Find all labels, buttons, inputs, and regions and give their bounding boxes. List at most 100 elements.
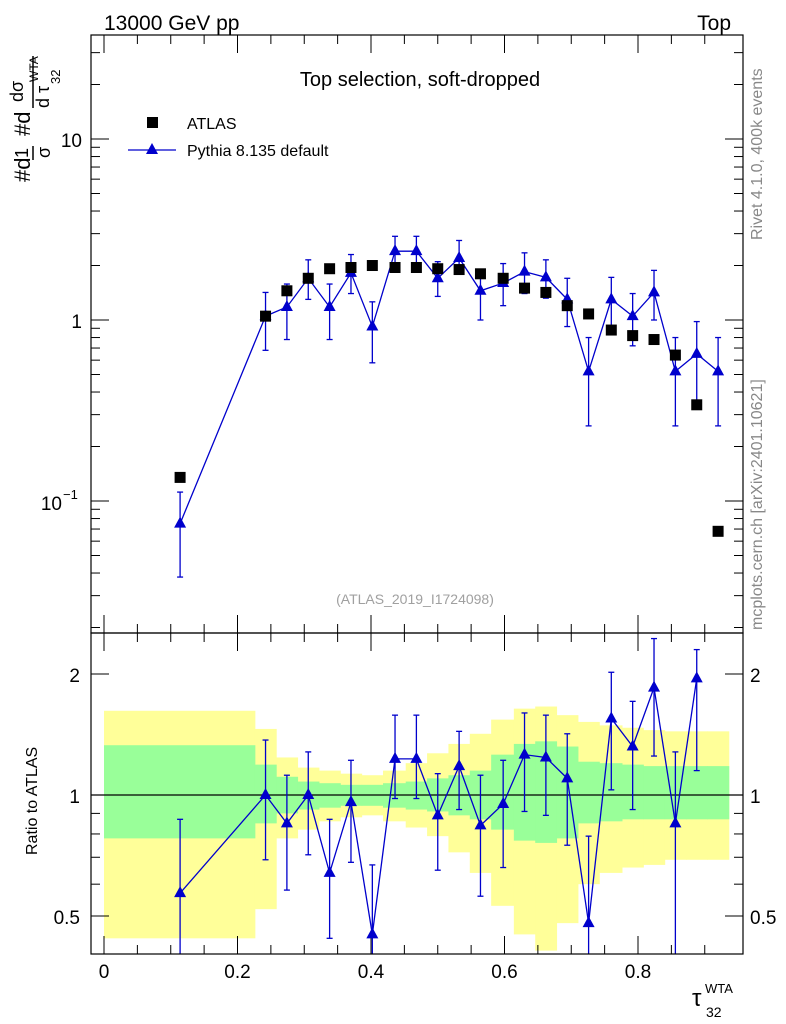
pythia-point xyxy=(323,299,336,311)
ylabel-dsigma: dσ xyxy=(7,81,27,102)
ratio-pythia-point xyxy=(669,816,682,828)
xtick-label: 0.6 xyxy=(491,962,517,983)
mcplots-url-label: mcplots.cern.ch [arXiv:2401.10621] xyxy=(749,379,766,630)
xtick-label: 0.8 xyxy=(625,962,651,983)
ylabel-sigma: σ xyxy=(34,147,54,158)
ylabel-d2: #d xyxy=(10,112,35,136)
ratio-ytick-label-2-left: 2 xyxy=(69,666,80,687)
atlas-point xyxy=(605,324,617,336)
ratio-ytick-labels: 2 1 0.5 2 1 0.5 xyxy=(54,666,777,929)
ratio-pythia-point xyxy=(259,788,272,799)
atlas-point xyxy=(324,263,336,275)
ratio-pythia-point xyxy=(561,771,574,783)
ratio-pythia-point xyxy=(174,886,187,898)
pythia-point xyxy=(431,271,444,283)
pythia-point xyxy=(669,364,682,376)
pythia-point xyxy=(690,346,703,358)
ytick-label-1: 1 xyxy=(71,312,82,333)
xlabel: τ WTA 32 xyxy=(692,981,733,1020)
ratio-pythia-point xyxy=(302,788,315,799)
ratio-pythia-point xyxy=(582,916,595,928)
atlas-point xyxy=(691,399,703,411)
ratio-pythia-point xyxy=(539,750,552,762)
main-ylabel: #d 1 σ #d dσ d τ WTA 32 xyxy=(7,56,63,182)
ratio-pythia-point xyxy=(280,816,293,828)
atlas-point xyxy=(712,525,724,537)
atlas-point xyxy=(669,349,681,361)
rivet-info-label: Rivet 4.1.0, 400k events xyxy=(749,68,766,240)
ratio-pythia-point xyxy=(453,759,466,771)
pythia-point xyxy=(539,270,552,282)
ratio-ylabel: Ratio to ATLAS xyxy=(24,747,41,855)
xlabel-tau: τ xyxy=(692,985,702,1012)
legend-atlas-label: ATLAS xyxy=(187,116,237,133)
atlas-point xyxy=(519,282,531,294)
ytick-label-10: 10 xyxy=(61,131,82,152)
xtick-label: 0.4 xyxy=(358,962,385,983)
main-title: Top selection, soft-dropped xyxy=(300,69,540,91)
legend-pythia-label: Pythia 8.135 default xyxy=(187,143,329,160)
ratio-ytick-label-0.5-right: 0.5 xyxy=(750,908,776,929)
atlas-point xyxy=(432,263,444,275)
main-series-layer xyxy=(174,235,725,578)
xtick-label: 0 xyxy=(99,962,110,983)
pythia-point xyxy=(410,244,423,256)
atlas-point xyxy=(453,264,465,276)
atlas-point xyxy=(583,308,595,320)
band-green xyxy=(577,761,600,824)
watermark: (ATLAS_2019_I1724098) xyxy=(336,591,494,607)
atlas-point xyxy=(410,262,422,274)
ratio-pythia-point xyxy=(344,795,357,807)
pythia-point xyxy=(474,283,487,295)
atlas-point xyxy=(260,310,272,322)
atlas-point xyxy=(345,262,357,274)
pythia-point xyxy=(366,319,379,331)
main-ytick-labels: 10 1 10 −1 xyxy=(41,131,82,515)
ratio-ytick-label-2-right: 2 xyxy=(750,666,761,687)
pythia-point xyxy=(453,251,466,263)
atlas-point xyxy=(281,285,293,297)
atlas-point xyxy=(366,260,378,272)
header-process-label: Top xyxy=(697,12,731,35)
ratio-pythia-line xyxy=(179,678,698,935)
main-axis-ticks xyxy=(91,35,743,633)
xtick-label: 0.2 xyxy=(224,962,250,983)
ratio-pythia-point xyxy=(389,751,402,763)
atlas-point xyxy=(561,300,573,312)
band-green xyxy=(707,766,730,820)
ratio-series-layer xyxy=(174,637,703,954)
legend: ATLAS Pythia 8.135 default xyxy=(128,116,329,160)
ylabel-one: 1 xyxy=(12,148,32,158)
xlabel-sub: 32 xyxy=(706,1004,722,1020)
atlas-point xyxy=(627,330,639,342)
xlabel-sup: WTA xyxy=(705,981,733,996)
ratio-pythia-point xyxy=(518,747,531,759)
ylabel-wta: WTA xyxy=(27,56,41,82)
legend-atlas-marker xyxy=(147,117,158,128)
band-green xyxy=(686,766,708,820)
pythia-point xyxy=(626,309,639,321)
atlas-point xyxy=(497,272,509,284)
pythia-line xyxy=(179,250,719,524)
legend-pythia-marker xyxy=(146,143,158,154)
ratio-ytick-label-0.5-left: 0.5 xyxy=(54,908,80,929)
ratio-pythia-point xyxy=(648,680,661,692)
header-energy-label: 13000 GeV pp xyxy=(104,12,239,35)
xtick-labels: 0 0.2 0.4 0.6 0.8 xyxy=(99,962,652,983)
atlas-point xyxy=(389,262,401,274)
pythia-point xyxy=(648,285,661,297)
ratio-ytick-label-1-right: 1 xyxy=(750,787,761,808)
atlas-point xyxy=(474,268,486,280)
ratio-pythia-point xyxy=(431,808,444,820)
ylabel-32: 32 xyxy=(48,70,63,84)
ytick-label-0.1-exp: −1 xyxy=(63,487,78,502)
pythia-point xyxy=(605,292,618,304)
ratio-pythia-point xyxy=(626,739,639,751)
ratio-pythia-point xyxy=(323,865,336,877)
ratio-frame xyxy=(90,632,744,955)
pythia-point xyxy=(389,244,402,256)
pythia-point xyxy=(518,264,531,276)
main-panel: Top selection, soft-dropped (ATLAS_2019_… xyxy=(41,34,744,634)
ratio-ytick-label-1-left: 1 xyxy=(69,787,80,808)
